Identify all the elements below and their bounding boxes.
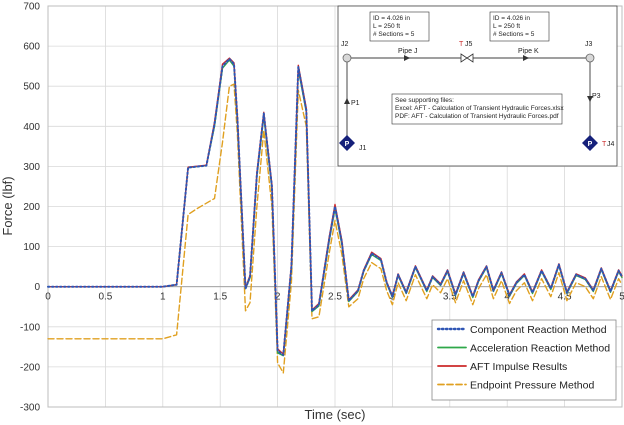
supporting-files-excel: Excel: AFT - Calculation of Transient Hy… xyxy=(395,105,564,112)
plot-area-frame xyxy=(47,5,623,408)
x-tick-label: 1 xyxy=(160,292,166,303)
label-j4: J4 xyxy=(607,141,615,148)
pipe-p1-arrow xyxy=(344,98,350,104)
x-tick-label: 0.5 xyxy=(98,292,112,303)
pipe-k-info-sections: # Sections = 5 xyxy=(493,31,535,38)
junction-j3-node xyxy=(585,53,595,63)
pipe-j-info-sections: # Sections = 5 xyxy=(373,31,415,38)
y-tick-label: 100 xyxy=(23,242,40,253)
legend-box xyxy=(431,319,617,401)
y-tick-label: -300 xyxy=(20,403,40,414)
x-tick-label: 0 xyxy=(45,292,51,303)
pipe-j-info-box xyxy=(369,11,430,42)
label-j1: J1 xyxy=(359,145,367,152)
pump-j1-icon xyxy=(339,135,355,151)
label-pipe-j: Pipe J xyxy=(398,48,417,55)
y-tick-label: 600 xyxy=(23,42,40,53)
pipe-p3-arrow xyxy=(587,96,593,102)
pump-j4-letter: P xyxy=(588,141,593,148)
junction-j2-node xyxy=(342,53,352,63)
series-line-0 xyxy=(47,57,623,356)
pipe-k-arrow xyxy=(523,55,529,61)
pipe-j-arrow xyxy=(404,55,410,61)
pump-j1-letter: P xyxy=(345,141,350,148)
x-tick-labels: 0 0.5 1 1.5 2 2.5 3 3.5 4 4.5 5 xyxy=(45,292,624,303)
y-tick-label: 0 xyxy=(34,282,40,293)
pipe-j-info-id: ID = 4.026 in xyxy=(373,15,410,22)
label-j5: J5 xyxy=(465,41,473,48)
label-j4-marker: T xyxy=(602,141,607,148)
y-axis-title: Force (lbf) xyxy=(0,176,15,235)
label-p1: P1 xyxy=(351,100,360,107)
valve-j5-icon xyxy=(460,53,468,63)
series-lines xyxy=(47,57,623,374)
pipe-k-info-length: L = 250 ft xyxy=(493,23,520,30)
pipe-j-info-length: L = 250 ft xyxy=(373,23,400,30)
y-tick-label: 400 xyxy=(23,122,40,133)
x-tick-label: 2 xyxy=(275,292,281,303)
x-tick-label: 2.5 xyxy=(328,292,342,303)
supporting-files-box xyxy=(391,93,563,125)
label-pipe-k: Pipe K xyxy=(518,48,539,55)
x-axis-title: Time (sec) xyxy=(305,407,366,422)
label-p3: P3 xyxy=(592,93,601,100)
label-j5-marker: T xyxy=(459,41,464,48)
pump-j4-icon xyxy=(582,135,598,151)
legend: Component Reaction Method Acceleration Re… xyxy=(431,319,617,401)
pipe-k-info-id: ID = 4.026 in xyxy=(493,15,530,22)
pipe-k-info-box xyxy=(489,11,550,42)
y-tick-label: 300 xyxy=(23,162,40,173)
y-tick-label: -100 xyxy=(20,322,40,333)
label-j3: J3 xyxy=(585,41,593,48)
y-tick-label: -200 xyxy=(20,362,40,373)
y-tick-label: 500 xyxy=(23,82,40,93)
y-tick-label: 200 xyxy=(23,202,40,213)
supporting-files-pdf: PDF: AFT - Calculation of Transient Hydr… xyxy=(395,113,559,120)
x-tick-label: 1.5 xyxy=(213,292,227,303)
series-line-3 xyxy=(47,83,623,374)
supporting-files-heading: See supporting files: xyxy=(395,97,454,104)
x-tick-label: 3.5 xyxy=(443,292,457,303)
legend-label-0: Component Reaction Method xyxy=(470,324,607,336)
y-tick-labels: -300 -200 -100 0 100 200 300 400 500 600 700 xyxy=(20,2,40,414)
x-tick-label: 5 xyxy=(619,292,624,303)
valve-j5-icon-right xyxy=(466,53,474,63)
legend-label-3: Endpoint Pressure Method xyxy=(470,380,594,392)
y-tick-label: 700 xyxy=(23,2,40,13)
legend-label-2: AFT Impulse Results xyxy=(470,361,567,373)
label-j2: J2 xyxy=(341,41,349,48)
legend-label-1: Acceleration Reaction Method xyxy=(470,343,610,355)
pipe-network-inset: ID = 4.026 in L = 250 ft # Sections = 5 … xyxy=(337,5,618,167)
x-tick-label: 4.5 xyxy=(558,292,572,303)
